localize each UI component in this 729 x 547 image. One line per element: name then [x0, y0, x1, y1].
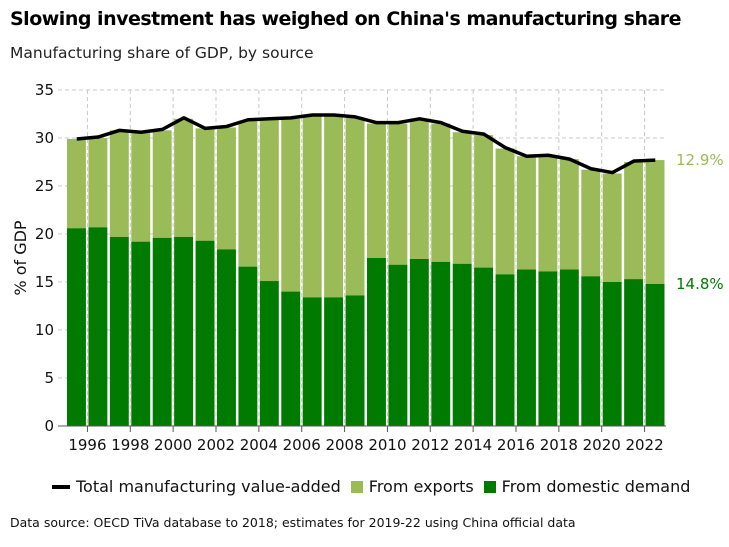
bar-exports-2019 — [581, 169, 601, 277]
legend: Total manufacturing value-added From exp… — [52, 477, 690, 496]
end-label-exports: 12.9% — [676, 151, 724, 169]
bar-exports-2003 — [238, 120, 258, 267]
x-tick-label: 2014 — [454, 436, 492, 454]
bar-domestic-2006 — [302, 297, 322, 426]
bar-exports-2006 — [302, 115, 322, 298]
bar-exports-2013 — [452, 132, 472, 264]
y-tick-label: 0 — [44, 417, 54, 435]
end-label-domestic: 14.8% — [676, 275, 724, 293]
y-tick-label: 5 — [44, 369, 54, 387]
x-tick-label: 1998 — [111, 436, 149, 454]
bar-exports-2010 — [388, 123, 408, 265]
x-tick-label: 2018 — [540, 436, 578, 454]
bar-exports-2022 — [645, 160, 665, 284]
y-tick-label: 35 — [35, 81, 54, 99]
x-tick-label: 2004 — [240, 436, 278, 454]
legend-swatch-total — [52, 484, 70, 489]
bar-domestic-2001 — [195, 240, 215, 426]
bar-domestic-2010 — [388, 264, 408, 426]
bar-exports-2015 — [495, 148, 515, 275]
bar-exports-2009 — [367, 123, 386, 258]
chart-subtitle: Manufacturing share of GDP, by source — [10, 44, 314, 62]
legend-swatch-domestic — [483, 480, 496, 493]
bar-exports-1995 — [67, 138, 86, 229]
bar-domestic-2019 — [581, 276, 601, 426]
bar-domestic-2020 — [602, 282, 622, 426]
bar-domestic-2008 — [345, 295, 365, 426]
y-tick-label: 15 — [35, 273, 54, 291]
bar-domestic-2016 — [517, 269, 536, 426]
bar-domestic-2014 — [474, 267, 494, 426]
y-tick-label: 25 — [35, 177, 54, 195]
bar-exports-2014 — [474, 135, 494, 268]
x-tick-label: 2012 — [411, 436, 449, 454]
line-total — [76, 113, 656, 175]
bar-exports-1999 — [152, 130, 172, 238]
bar-exports-2004 — [259, 119, 279, 282]
bar-domestic-2015 — [495, 274, 515, 426]
x-tick-label: 1996 — [68, 436, 106, 454]
legend-label-exports: From exports — [368, 477, 474, 496]
bar-exports-2007 — [324, 115, 344, 298]
data-source-note: Data source: OECD TiVa database to 2018;… — [10, 515, 576, 530]
bar-exports-2017 — [538, 156, 558, 272]
bar-exports-1997 — [109, 130, 129, 237]
legend-label-domestic: From domestic demand — [501, 477, 691, 496]
bar-exports-2008 — [345, 117, 365, 296]
legend-label-total: Total manufacturing value-added — [76, 477, 341, 496]
y-axis-label: % of GDP — [11, 220, 30, 296]
bar-domestic-2022 — [645, 283, 665, 426]
bar-domestic-2011 — [409, 258, 429, 426]
x-tick-label: 2002 — [197, 436, 235, 454]
x-tick-label: 2000 — [154, 436, 192, 454]
x-tick-label: 2020 — [583, 436, 621, 454]
bar-exports-2002 — [217, 127, 236, 250]
bar-domestic-1999 — [152, 237, 172, 426]
bar-exports-2020 — [602, 173, 622, 282]
bar-exports-2021 — [624, 162, 644, 280]
x-tick-label: 2006 — [283, 436, 321, 454]
x-tick-label: 2022 — [625, 436, 663, 454]
bar-domestic-1995 — [67, 228, 86, 426]
x-tick-label: 2016 — [497, 436, 535, 454]
bar-domestic-2003 — [238, 266, 258, 426]
bar-exports-2012 — [431, 123, 451, 262]
x-tick-label: 2010 — [368, 436, 406, 454]
bar-domestic-2017 — [538, 271, 558, 426]
bar-domestic-2000 — [174, 236, 194, 426]
bar-domestic-2005 — [281, 291, 301, 426]
y-tick-label: 30 — [35, 129, 54, 147]
bar-domestic-2018 — [559, 269, 579, 426]
bar-exports-2011 — [409, 119, 429, 259]
bar-domestic-2013 — [452, 263, 472, 426]
bar-domestic-1998 — [131, 241, 151, 426]
bar-domestic-2002 — [217, 249, 236, 426]
chart-title: Slowing investment has weighed on China'… — [10, 8, 682, 30]
bar-exports-2000 — [174, 118, 194, 237]
legend-swatch-exports — [350, 480, 363, 493]
bar-domestic-2009 — [367, 258, 386, 426]
bar-domestic-1996 — [88, 227, 108, 426]
bar-exports-2001 — [195, 128, 215, 241]
x-tick-label: 2008 — [325, 436, 363, 454]
bar-exports-1998 — [131, 133, 151, 242]
bar-domestic-2004 — [259, 281, 279, 426]
bar-exports-2018 — [559, 159, 579, 270]
bar-domestic-2012 — [431, 261, 451, 426]
y-tick-label: 10 — [35, 321, 54, 339]
bar-exports-1996 — [88, 138, 108, 228]
bar-domestic-2007 — [324, 297, 344, 426]
bar-domestic-1997 — [109, 236, 129, 426]
bar-exports-2016 — [517, 156, 536, 270]
bar-exports-2005 — [281, 118, 301, 292]
bar-domestic-2021 — [624, 279, 644, 426]
y-tick-label: 20 — [35, 225, 54, 243]
